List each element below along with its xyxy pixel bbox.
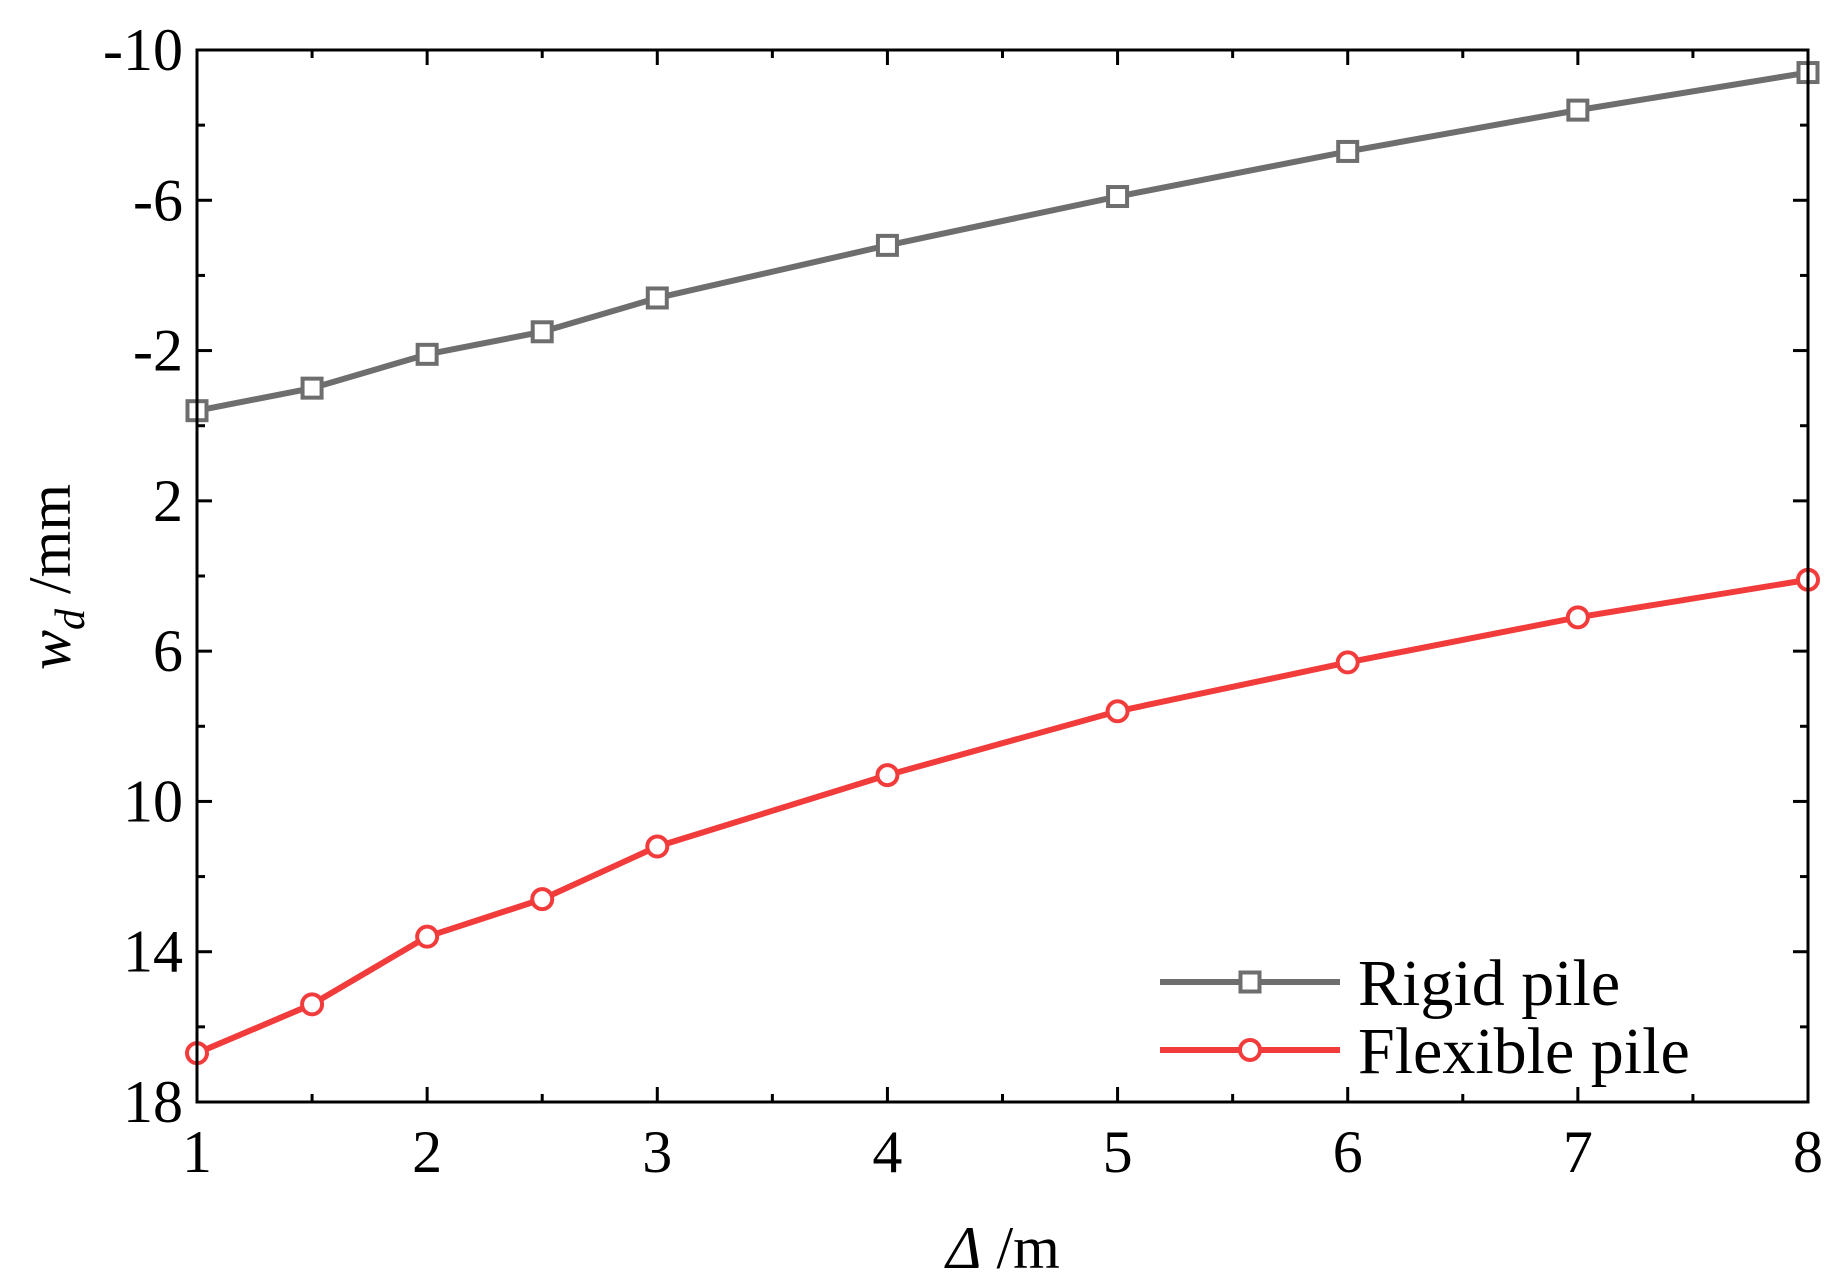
flexible-pile-line xyxy=(195,576,1809,1056)
x-tick-label: 1 xyxy=(182,1119,212,1185)
flexible-pile-point xyxy=(1335,650,1360,675)
x-axis-symbol: Δ xyxy=(944,1215,981,1281)
y-axis-symbol: w xyxy=(17,630,83,670)
legend-rigid-pile-marker xyxy=(1238,970,1262,994)
y-axis-subscript: d xyxy=(48,608,94,630)
flexible-pile-point xyxy=(1565,605,1590,630)
x-tick-label: 3 xyxy=(642,1119,672,1185)
y-major-ticks xyxy=(197,48,1808,1104)
flexible-pile-series xyxy=(185,567,1820,1066)
legend-flexible-pile-marker xyxy=(1238,1038,1262,1062)
y-tick-label: 14 xyxy=(123,919,183,985)
rigid-pile-point xyxy=(875,233,899,257)
plot-frame xyxy=(195,48,1810,1104)
rigid-pile-point xyxy=(1336,139,1360,163)
x-tick-label: 6 xyxy=(1333,1119,1363,1185)
flexible-pile-point xyxy=(645,834,670,859)
y-axis-unit: /mm xyxy=(17,484,83,609)
rigid-pile-point xyxy=(1106,185,1130,209)
y-tick-label: 6 xyxy=(153,618,183,684)
x-major-ticks xyxy=(195,50,1810,1102)
y-axis-title: wd /mm xyxy=(17,484,94,670)
rigid-pile-point xyxy=(530,320,554,344)
legend-flexible-pile-label: Flexible pile xyxy=(1358,1015,1690,1088)
rigid-pile-point xyxy=(300,376,324,400)
rigid-pile-line xyxy=(196,69,1809,414)
rigid-pile-point xyxy=(415,342,439,366)
flexible-pile-point xyxy=(530,887,555,912)
series-layer xyxy=(185,61,1820,1066)
y-tick-label: 10 xyxy=(123,768,183,834)
x-tick-label: 2 xyxy=(412,1119,442,1185)
x-tick-labels: 1 2 3 4 5 6 7 8 xyxy=(182,1119,1823,1185)
y-minor-ticks xyxy=(197,123,1808,1029)
y-tick-label: 2 xyxy=(153,468,183,534)
rigid-pile-series xyxy=(185,61,1820,423)
y-tick-label: 18 xyxy=(123,1069,183,1135)
flexible-pile-point xyxy=(875,763,900,788)
y-tick-label: -2 xyxy=(133,318,183,384)
legend-rigid-pile-label: Rigid pile xyxy=(1358,947,1620,1020)
rigid-pile-point xyxy=(1566,98,1590,122)
y-tick-label: -10 xyxy=(103,17,183,83)
x-tick-label: 7 xyxy=(1563,1119,1593,1185)
x-tick-label: 4 xyxy=(872,1119,902,1185)
x-minor-ticks xyxy=(310,50,1695,1102)
rigid-pile-point xyxy=(645,286,669,310)
x-tick-label: 5 xyxy=(1103,1119,1133,1185)
y-tick-label: -6 xyxy=(133,167,183,233)
flexible-pile-point xyxy=(1105,699,1130,724)
flexible-pile-point xyxy=(300,992,325,1017)
x-axis-title: Δ /m xyxy=(944,1215,1060,1281)
y-tick-labels: -10 -6 -2 2 6 10 14 18 xyxy=(103,17,183,1135)
x-tick-label: 8 xyxy=(1793,1119,1823,1185)
flexible-pile-point xyxy=(415,924,440,949)
x-axis-unit: /m xyxy=(981,1215,1059,1281)
